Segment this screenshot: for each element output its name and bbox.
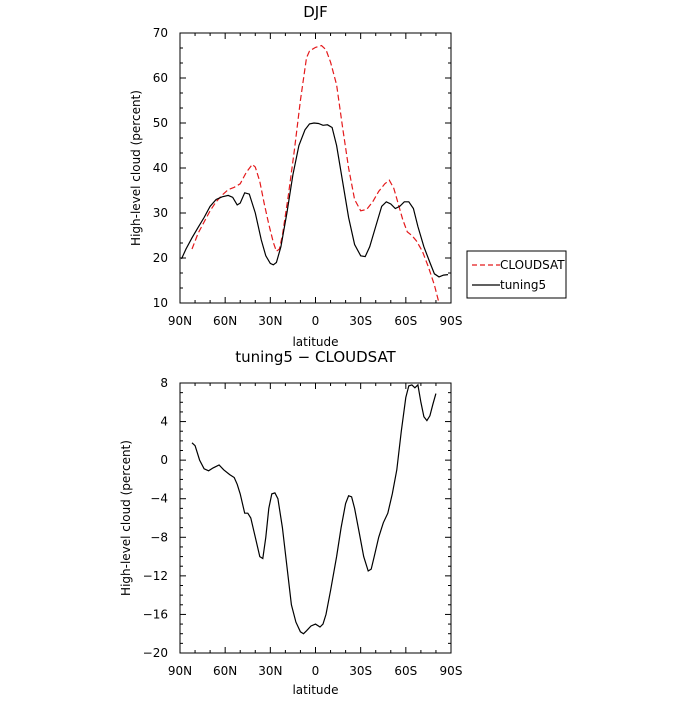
series-line-cloudsat [191, 44, 440, 304]
difference-series-line [191, 383, 437, 635]
x-tick-label: 30S [349, 314, 372, 328]
y-tick-label: 20 [153, 251, 168, 265]
x-tick-label: 0 [312, 664, 320, 678]
difference-y-tick-labels: −20 −16 −12 −8 −4 0 4 8 [143, 376, 168, 660]
difference-x-axis-label: latitude [292, 683, 338, 697]
series-line-tuning5 [180, 122, 449, 278]
x-tick-label: 30N [258, 314, 282, 328]
x-tick-label: 60N [213, 664, 237, 678]
y-tick-label: 0 [160, 453, 168, 467]
y-tick-label: 50 [153, 116, 168, 130]
djf-y-axis-label: High-level cloud (percent) [129, 90, 143, 246]
y-tick-label: 30 [153, 206, 168, 220]
x-tick-label: 30S [349, 664, 372, 678]
y-tick-label: 60 [153, 71, 168, 85]
x-tick-label: 30N [258, 664, 282, 678]
djf-axis-ticks [179, 32, 452, 304]
difference-title: tuning5 − CLOUDSAT [235, 348, 396, 366]
y-tick-label: −12 [143, 569, 168, 583]
djf-x-tick-labels: 90N 60N 30N 0 30S 60S 90S [168, 314, 463, 328]
difference-plot-frame [179, 382, 452, 654]
djf-title: DJF [303, 3, 328, 21]
legend: CLOUDSAT tuning5 [466, 250, 567, 299]
y-tick-label: 70 [153, 26, 168, 40]
x-tick-label: 90S [440, 664, 463, 678]
y-tick-label: 10 [153, 296, 168, 310]
y-tick-label: 40 [153, 161, 168, 175]
djf-plot-frame [179, 32, 452, 304]
difference-panel: tuning5 − CLOUDSAT 90N 60N 30N 0 30S 60S 90S −… [119, 348, 462, 697]
y-tick-label: 4 [160, 415, 168, 429]
y-tick-label: −4 [150, 492, 168, 506]
y-tick-label: −16 [143, 607, 168, 621]
difference-y-axis-label: High-level cloud (percent) [119, 440, 133, 596]
legend-label-tuning5: tuning5 [500, 278, 546, 292]
x-tick-label: 90N [168, 664, 192, 678]
difference-x-tick-labels: 90N 60N 30N 0 30S 60S 90S [168, 664, 463, 678]
y-tick-label: −20 [143, 646, 168, 660]
x-tick-label: 90S [440, 314, 463, 328]
x-tick-label: 0 [312, 314, 320, 328]
difference-axis-ticks [179, 382, 452, 654]
djf-x-axis-label: latitude [292, 335, 338, 349]
y-tick-label: 8 [160, 376, 168, 390]
x-tick-label: 60S [394, 314, 417, 328]
x-tick-label: 60N [213, 314, 237, 328]
legend-label-cloudsat: CLOUDSAT [500, 258, 565, 272]
x-tick-label: 90N [168, 314, 192, 328]
djf-panel: DJF 90N 60N 30N 0 30S 60S 90S 10 20 30 40 50 60 70 l… [129, 3, 567, 349]
y-tick-label: −8 [150, 530, 168, 544]
djf-y-tick-labels: 10 20 30 40 50 60 70 [153, 26, 168, 310]
legend-box [466, 250, 567, 299]
x-tick-label: 60S [394, 664, 417, 678]
